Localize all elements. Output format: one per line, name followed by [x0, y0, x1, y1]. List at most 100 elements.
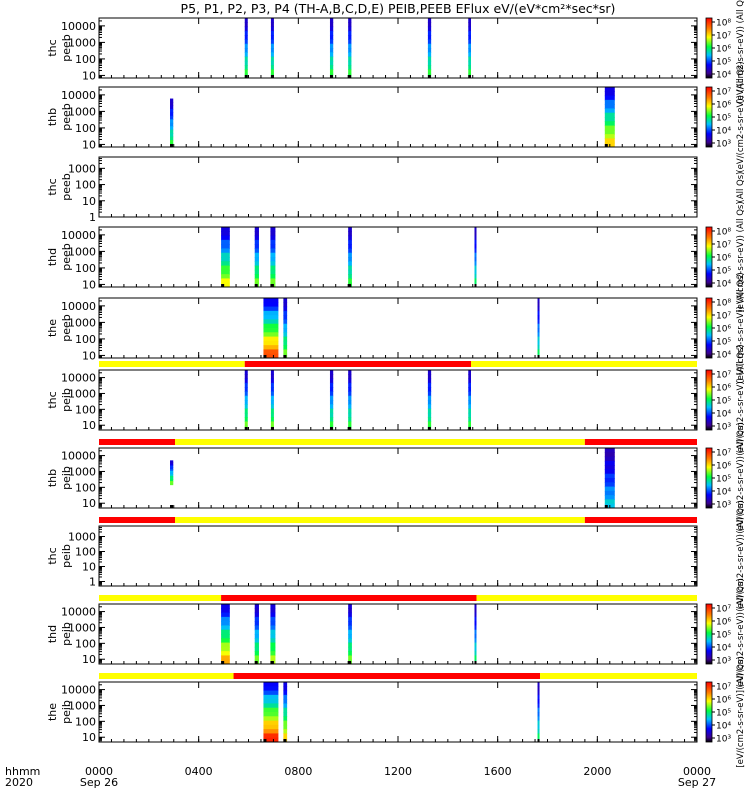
- spectrogram-cell: [348, 612, 352, 618]
- colorbar-unit-label: (eV/(cm2-s-sr-eV)) (All Qs): [736, 0, 746, 104]
- spectrogram-cell: [170, 122, 174, 127]
- spectrogram-cell: [468, 391, 472, 397]
- mode-bar-segment: [99, 517, 175, 523]
- spectrogram-cell: [474, 608, 477, 614]
- spectrogram-cell: [348, 39, 352, 45]
- spectrogram-cell: [427, 382, 432, 388]
- spectrogram-cell: [474, 239, 477, 245]
- spectrogram-cell: [329, 60, 334, 66]
- panel-frame: [98, 369, 698, 431]
- spectrogram-cell: [348, 634, 352, 639]
- spectrogram-cell: [283, 310, 288, 316]
- spectrogram-cell: [283, 682, 288, 687]
- spectrogram-cell: [348, 261, 352, 267]
- spectrogram-cell: [254, 634, 259, 639]
- segment-base-marker: [348, 75, 352, 78]
- colorbar-tick-label: 10⁵: [716, 631, 731, 641]
- spectrogram-cell: [348, 52, 352, 58]
- spectrogram-cell: [283, 703, 288, 709]
- spectrogram-cell: [270, 608, 276, 614]
- spectrogram-cell: [254, 269, 259, 275]
- spectrogram-cell: [283, 328, 288, 333]
- y-tick-label: 10000: [61, 300, 96, 313]
- spectrogram-cell: [329, 382, 334, 388]
- segment-base-marker: [348, 284, 352, 287]
- spectrogram-cell: [263, 353, 279, 358]
- spectrogram-cell: [537, 336, 540, 342]
- spectrogram-cell: [170, 479, 174, 482]
- spectrogram-cell: [348, 231, 352, 237]
- colorbar: [705, 226, 713, 288]
- colorbar-tick-label: 10⁸: [716, 299, 731, 309]
- colorbar: [705, 297, 713, 359]
- spectrogram-cell: [348, 655, 352, 661]
- y-tick-label: 100: [75, 262, 96, 275]
- colorbar-tick-label: 10⁵: [716, 397, 731, 407]
- spectrogram-cell: [537, 302, 540, 308]
- spectrogram-cell: [244, 421, 248, 427]
- spectrogram-cell: [348, 378, 352, 384]
- spectrogram-cell: [329, 404, 334, 410]
- spectrogram-cell: [604, 95, 615, 101]
- y-tick-label: 100: [75, 179, 96, 192]
- spectrogram-cell: [283, 323, 288, 329]
- y-tick-label: 100: [75, 545, 96, 558]
- spectrogram-cell: [427, 412, 432, 418]
- colorbar-tick-label: 10⁴: [716, 644, 731, 654]
- spectrogram-cell: [270, 391, 274, 397]
- spectrogram-cell: [604, 91, 615, 97]
- spectrogram-cell: [270, 651, 276, 657]
- spectrogram-cell: [427, 48, 432, 53]
- spectrogram-cell: [604, 490, 615, 496]
- spectrogram-cell: [468, 417, 472, 423]
- spectrogram-cell: [468, 387, 472, 393]
- spectrogram-cell: [283, 707, 288, 713]
- spectrogram-cell: [254, 604, 259, 609]
- colorbar-tick-label: 10⁵: [716, 114, 731, 124]
- spectrogram-cell: [329, 370, 334, 375]
- spectrogram-cell: [254, 651, 259, 657]
- spectrogram-cell: [270, 395, 274, 401]
- spectrogram-cell: [263, 319, 279, 325]
- spectrogram-cell: [170, 460, 174, 463]
- spectrogram-cell: [427, 39, 432, 45]
- spectrogram-cell: [468, 39, 472, 45]
- segment-base-marker: [263, 355, 267, 358]
- segment-base-marker: [468, 427, 472, 430]
- spectrogram-cell: [270, 235, 276, 241]
- spectrogram-cell: [348, 60, 352, 66]
- spectrogram-cell: [474, 257, 477, 262]
- segment-base-marker: [270, 75, 274, 78]
- y-tick-label: 100: [75, 53, 96, 66]
- spectrogram-cell: [329, 400, 334, 405]
- spectrogram-cell: [270, 625, 276, 631]
- colorbar-tick-label: 10³: [716, 657, 731, 667]
- spectrogram-cell: [427, 404, 432, 410]
- spectrogram-cell: [474, 261, 477, 267]
- segment-base-marker: [468, 75, 472, 78]
- spectrogram-cell: [221, 646, 230, 652]
- spectrogram-cell: [170, 481, 174, 484]
- mode-bar-segment: [99, 595, 222, 601]
- spectrogram-cell: [270, 374, 274, 380]
- spectrogram-cell: [283, 298, 288, 303]
- y-tick-label: 100: [75, 122, 96, 135]
- spectrogram-cell: [270, 18, 274, 23]
- spectrogram-cell: [270, 26, 274, 32]
- spectrogram-cell: [221, 621, 230, 627]
- spectrogram-cell: [329, 56, 334, 62]
- spectrogram-cell: [468, 408, 472, 414]
- spectrogram-cell: [263, 690, 279, 696]
- spectrogram-cell: [537, 703, 540, 709]
- y-tick-label: 10000: [61, 450, 96, 463]
- spectrogram-cell: [348, 235, 352, 241]
- segment-base-marker: [348, 427, 352, 430]
- colorbar-unit-label: (All Qs): [736, 172, 746, 203]
- segment-base-marker: [170, 144, 174, 147]
- spectrogram-cell: [283, 302, 288, 308]
- y-tick-label: 1000: [68, 36, 96, 49]
- spectrogram-cell: [270, 248, 276, 254]
- spectrogram-cell: [348, 412, 352, 418]
- colorbar-tick-label: 10⁶: [716, 325, 731, 335]
- spectrogram-cell: [329, 421, 334, 427]
